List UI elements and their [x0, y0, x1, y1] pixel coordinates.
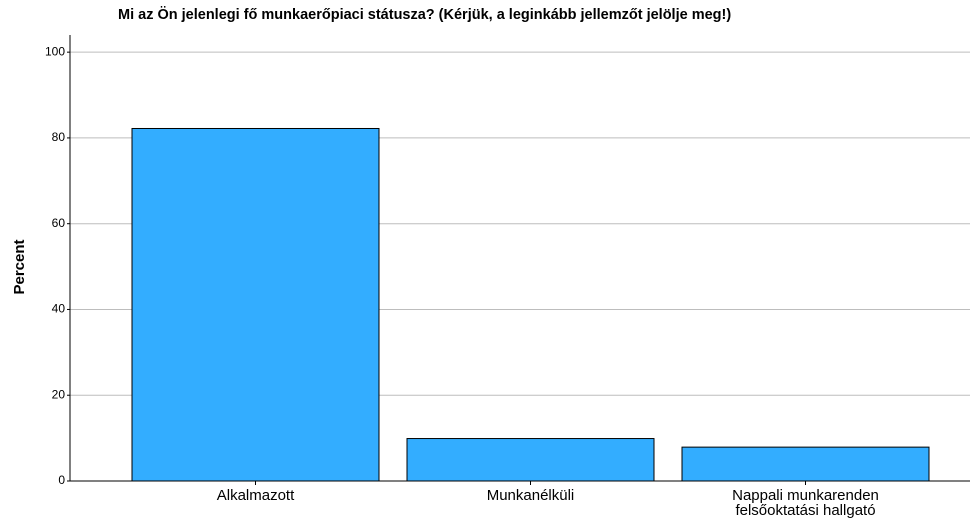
x-tick-label-box: Nappali munkarenden felsőoktatási hallga… [732, 488, 879, 519]
x-tick-label-box: Munkanélküli [486, 488, 575, 504]
x-tick-label-box: Alkalmazott [216, 488, 295, 504]
y-tick-label: 0 [58, 473, 65, 487]
bar [406, 438, 655, 482]
x-tick-label: Alkalmazott [216, 488, 295, 504]
y-tick-label: 60 [52, 216, 66, 230]
y-tick-label: 100 [45, 44, 65, 58]
bar [681, 446, 930, 482]
y-tick-label: 20 [52, 387, 66, 401]
y-axis-title: Percent [11, 239, 28, 294]
bar [131, 127, 380, 482]
chart-title: Mi az Ön jelenlegi fő munkaerőpiaci stát… [118, 6, 731, 23]
y-tick-label: 40 [52, 302, 66, 316]
x-tick-label: Munkanélküli [486, 488, 575, 504]
x-tick-label: Nappali munkarenden felsőoktatási hallga… [732, 488, 879, 519]
y-tick-label: 80 [52, 130, 66, 144]
